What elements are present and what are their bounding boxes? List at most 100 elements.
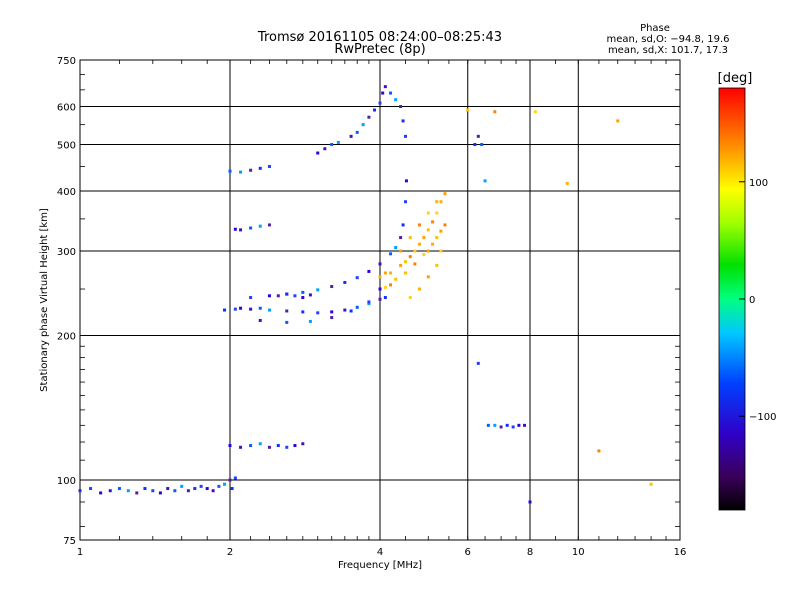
- x-tick-label: 1: [77, 547, 83, 558]
- data-point: [343, 308, 347, 312]
- x-axis-label: Frequency [MHz]: [338, 560, 422, 571]
- data-point: [399, 249, 403, 253]
- data-point: [173, 489, 177, 493]
- data-point: [258, 306, 262, 310]
- data-point: [403, 271, 407, 275]
- data-point: [316, 311, 320, 315]
- data-point: [349, 134, 353, 138]
- data-point: [439, 249, 443, 253]
- data-point: [276, 294, 280, 298]
- data-point: [394, 246, 398, 250]
- y-axis-label: Stationary phase Virtual Height [km]: [39, 208, 50, 392]
- data-point: [316, 151, 320, 155]
- data-point: [367, 300, 371, 304]
- data-point: [378, 262, 382, 266]
- data-point: [267, 445, 271, 449]
- data-point: [394, 277, 398, 281]
- data-point: [349, 309, 353, 313]
- data-point: [117, 487, 121, 491]
- data-point: [483, 179, 487, 183]
- data-point: [439, 229, 443, 233]
- data-point: [649, 482, 653, 486]
- data-point: [78, 489, 82, 493]
- data-point: [343, 280, 347, 284]
- x-tick-label: 10: [572, 547, 585, 558]
- y-axis-ticks: 75 100 200 300 400 500 600 750: [57, 56, 680, 547]
- x-tick-label: 6: [465, 547, 471, 558]
- data-point: [249, 226, 253, 230]
- data-point: [408, 296, 412, 300]
- data-point: [249, 296, 253, 300]
- y-tick-label: 750: [57, 56, 76, 67]
- data-point: [249, 444, 253, 448]
- data-point: [401, 223, 405, 227]
- x-tick-label: 8: [527, 547, 533, 558]
- y-tick-label: 300: [57, 247, 76, 258]
- data-point: [151, 489, 155, 493]
- data-point: [361, 123, 365, 127]
- data-point: [355, 130, 359, 134]
- data-point: [233, 227, 237, 231]
- data-point: [228, 478, 232, 482]
- data-point: [233, 307, 237, 311]
- data-point: [367, 269, 371, 273]
- data-point: [211, 489, 215, 493]
- data-point: [293, 294, 297, 298]
- data-point: [389, 91, 393, 95]
- data-point: [135, 491, 139, 495]
- data-point: [233, 476, 237, 480]
- data-point: [180, 484, 184, 488]
- x-tick-label: 4: [377, 547, 383, 558]
- data-point: [230, 487, 234, 491]
- data-point: [383, 85, 387, 89]
- y-tick-label: 400: [57, 187, 76, 198]
- colorbar: [718, 87, 746, 511]
- data-point: [476, 134, 480, 138]
- data-point: [565, 181, 569, 185]
- data-point: [422, 253, 426, 257]
- data-point: [301, 442, 305, 446]
- data-point: [367, 115, 371, 119]
- data-point: [401, 119, 405, 123]
- colorbar-ticks: −100 0 100: [739, 178, 776, 423]
- data-point: [486, 423, 490, 427]
- x-tick-label: 16: [674, 547, 687, 558]
- data-point: [408, 236, 412, 240]
- data-point: [126, 489, 130, 493]
- data-point: [443, 192, 447, 196]
- data-point: [336, 140, 340, 144]
- data-point: [223, 308, 227, 312]
- data-point: [435, 263, 439, 267]
- data-point: [199, 484, 203, 488]
- data-point: [435, 200, 439, 204]
- data-point: [417, 287, 421, 291]
- y-tick-label: 200: [57, 332, 76, 343]
- data-point: [435, 211, 439, 215]
- data-point: [239, 170, 243, 174]
- data-point: [276, 444, 280, 448]
- data-point: [426, 228, 430, 232]
- data-point: [267, 294, 271, 298]
- data-point: [435, 236, 439, 240]
- data-point: [413, 262, 417, 266]
- data-point: [267, 223, 271, 227]
- data-point: [285, 445, 289, 449]
- data-point: [417, 223, 421, 227]
- data-point: [480, 143, 484, 147]
- data-point: [367, 302, 371, 306]
- phase-stats-x: mean, sd,X: 101.7, 17.3: [608, 45, 728, 56]
- data-point: [223, 482, 227, 486]
- y-tick-label: 100: [57, 476, 76, 487]
- data-point: [383, 271, 387, 275]
- data-point: [466, 108, 470, 112]
- data-point: [355, 305, 359, 309]
- data-point: [378, 297, 382, 301]
- data-point: [228, 169, 232, 173]
- data-point: [330, 143, 334, 147]
- data-point: [258, 224, 262, 228]
- data-point: [493, 110, 497, 114]
- data-point: [186, 489, 190, 493]
- data-point: [383, 285, 387, 289]
- data-point: [258, 442, 262, 446]
